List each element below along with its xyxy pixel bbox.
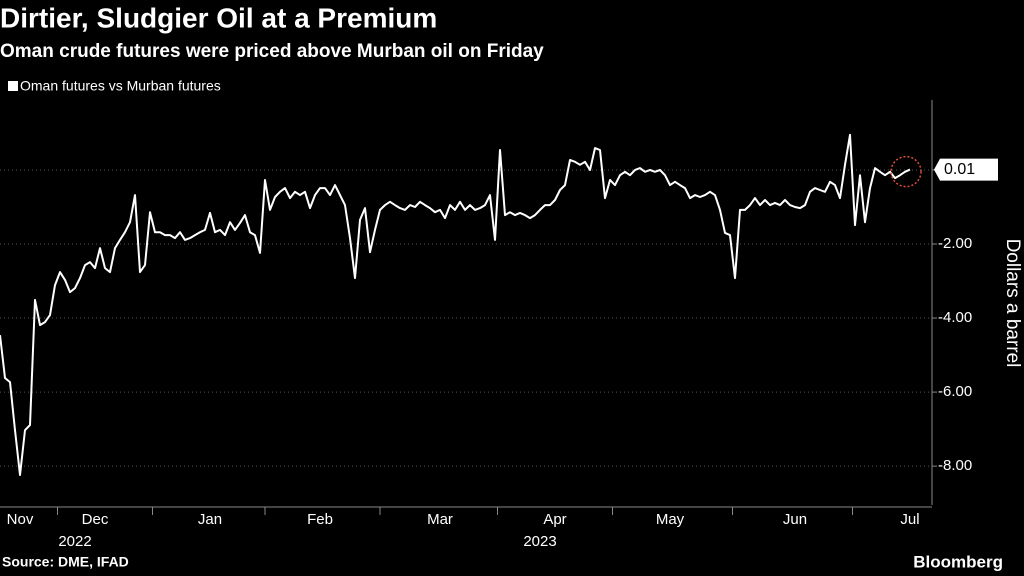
x-year-label: 2022 [58,533,91,550]
y-tick-label: -4.00 [938,309,972,326]
legend-label: Oman futures vs Murban futures [20,78,221,94]
value-label-box [934,158,998,181]
chart-subtitle: Oman crude futures were priced above Mur… [0,41,544,62]
value-label: 0.01 [944,161,975,178]
x-tick-label: Jul [900,511,919,528]
x-tick-label: Jan [198,511,222,528]
y-tick-label: -6.00 [938,383,972,400]
legend-swatch [8,81,18,91]
series-line [0,133,911,476]
x-tick-label: Dec [82,511,109,528]
x-tick-label: Feb [307,511,333,528]
y-axis-title: Dollars a barrel [1002,239,1023,368]
x-year-label: 2023 [523,533,556,550]
x-tick-label: Jun [783,511,807,528]
source: Source: DME, IFAD [2,554,129,570]
brand: Bloomberg [913,552,1003,571]
y-tick-label: -2.00 [938,235,972,252]
y-tick-label: -8.00 [938,457,972,474]
chart-title: Dirtier, Sludgier Oil at a Premium [0,2,437,33]
x-tick-label: Apr [543,511,566,528]
highlight-circle [890,155,922,188]
x-tick-label: Nov [7,511,34,528]
x-tick-label: Mar [427,511,453,528]
x-tick-label: May [656,511,685,528]
